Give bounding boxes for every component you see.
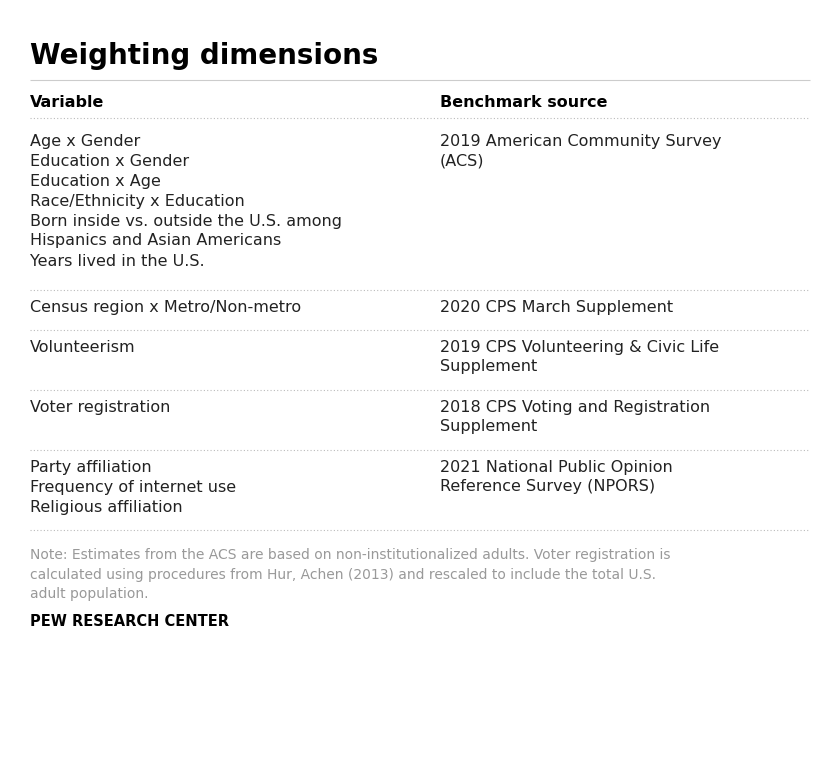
Text: Weighting dimensions: Weighting dimensions: [30, 42, 378, 70]
Text: Born inside vs. outside the U.S. among
Hispanics and Asian Americans: Born inside vs. outside the U.S. among H…: [30, 214, 342, 248]
Text: 2021 National Public Opinion
Reference Survey (NPORS): 2021 National Public Opinion Reference S…: [440, 460, 673, 494]
Text: Census region x Metro/Non-metro: Census region x Metro/Non-metro: [30, 300, 301, 315]
Text: Education x Age: Education x Age: [30, 174, 161, 189]
Text: Years lived in the U.S.: Years lived in the U.S.: [30, 254, 205, 269]
Text: Note: Estimates from the ACS are based on non-institutionalized adults. Voter re: Note: Estimates from the ACS are based o…: [30, 548, 670, 601]
Text: Age x Gender: Age x Gender: [30, 134, 140, 149]
Text: Voter registration: Voter registration: [30, 400, 171, 415]
Text: Variable: Variable: [30, 95, 104, 110]
Text: 2019 CPS Volunteering & Civic Life
Supplement: 2019 CPS Volunteering & Civic Life Suppl…: [440, 340, 719, 374]
Text: PEW RESEARCH CENTER: PEW RESEARCH CENTER: [30, 614, 229, 629]
Text: 2018 CPS Voting and Registration
Supplement: 2018 CPS Voting and Registration Supplem…: [440, 400, 710, 434]
Text: 2020 CPS March Supplement: 2020 CPS March Supplement: [440, 300, 673, 315]
Text: Party affiliation: Party affiliation: [30, 460, 152, 475]
Text: Education x Gender: Education x Gender: [30, 154, 189, 169]
Text: Volunteerism: Volunteerism: [30, 340, 135, 355]
Text: Race/Ethnicity x Education: Race/Ethnicity x Education: [30, 194, 244, 209]
Text: Religious affiliation: Religious affiliation: [30, 500, 182, 515]
Text: Benchmark source: Benchmark source: [440, 95, 607, 110]
Text: 2019 American Community Survey
(ACS): 2019 American Community Survey (ACS): [440, 134, 722, 168]
Text: Frequency of internet use: Frequency of internet use: [30, 480, 236, 495]
